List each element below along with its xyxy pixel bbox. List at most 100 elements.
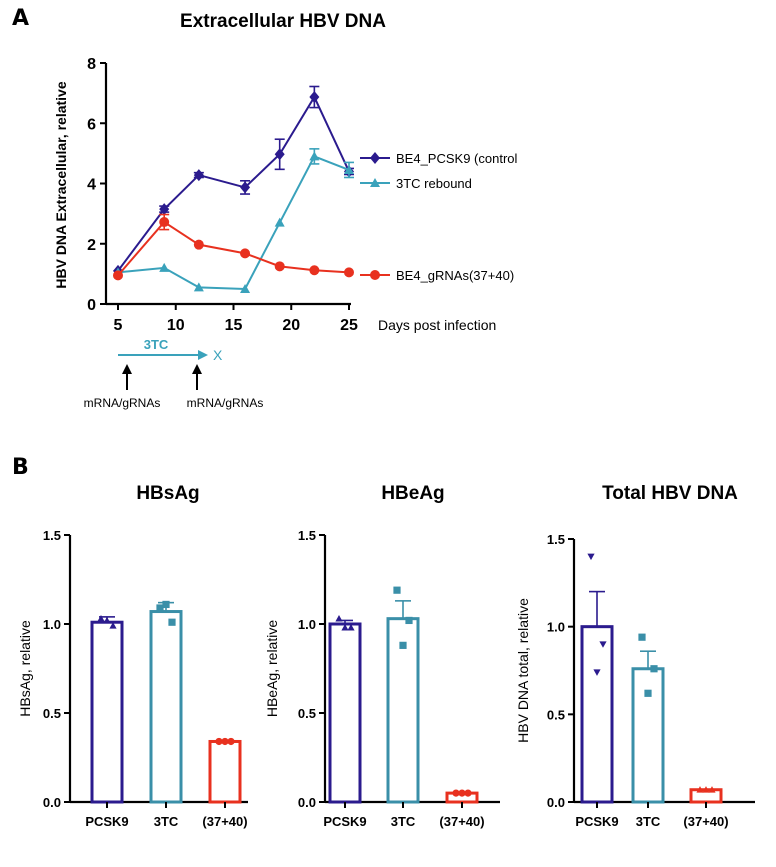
y-axis-label: HBsAg, relative bbox=[17, 620, 33, 717]
replicate-point bbox=[103, 616, 111, 624]
x-tick-label: 15 bbox=[225, 317, 243, 334]
data-point bbox=[193, 282, 204, 292]
dose-arrow-1-label: mRNA/gRNAs bbox=[84, 396, 161, 410]
replicate-point bbox=[405, 616, 413, 625]
data-point bbox=[193, 169, 204, 182]
y-tick-label: 1.0 bbox=[298, 617, 316, 632]
replicate-point bbox=[97, 615, 105, 622]
panel-a-letter: A bbox=[12, 6, 30, 31]
data-point bbox=[113, 270, 123, 281]
chart-title: HBeAg bbox=[381, 483, 444, 504]
x-tick-label: 5 bbox=[114, 317, 123, 334]
replicate-point bbox=[109, 622, 117, 629]
x-tick-label: 10 bbox=[167, 317, 185, 334]
y-tick-label: 0.5 bbox=[547, 707, 565, 722]
replicate-point bbox=[399, 641, 407, 649]
data-point bbox=[240, 283, 251, 293]
legend-marker bbox=[370, 152, 380, 164]
y-tick-label: 4 bbox=[87, 177, 96, 194]
data-point bbox=[344, 267, 354, 278]
replicate-point bbox=[215, 737, 223, 746]
y-tick-label: 2 bbox=[87, 237, 96, 254]
y-tick-label: 1.0 bbox=[547, 620, 565, 635]
series-line bbox=[117, 94, 350, 272]
series-1 bbox=[113, 148, 354, 293]
x-tick-label: (37+40) bbox=[683, 814, 728, 829]
legend-item: BE4_gRNAs(37+40) bbox=[360, 268, 514, 283]
replicate-point bbox=[335, 615, 343, 622]
chart-a-marks bbox=[113, 85, 354, 293]
replicate-point bbox=[341, 623, 349, 631]
data-point bbox=[240, 181, 251, 194]
y-axis-label: HBeAg, relative bbox=[264, 620, 280, 717]
bar-PCSK9 bbox=[328, 622, 362, 804]
chart-a-xlabel: Days post infection bbox=[378, 317, 496, 333]
y-tick-label: 0.0 bbox=[298, 795, 316, 810]
replicate-point bbox=[599, 641, 607, 648]
replicate-point bbox=[221, 737, 229, 746]
data-point bbox=[274, 217, 285, 227]
x-tick-label: 3TC bbox=[391, 814, 416, 829]
dose-arrow-2-head bbox=[192, 364, 202, 374]
bar-chart-hbeag: HBeAg HBeAg, relative 0.0 0.5 1.0 1.5 PCSK9 3TC… bbox=[264, 483, 500, 829]
x-tick-label: (37+40) bbox=[439, 814, 484, 829]
replicate-point bbox=[696, 786, 704, 793]
bar-3TC bbox=[631, 667, 665, 804]
data-point bbox=[159, 262, 170, 272]
dose-arrow-1-head bbox=[122, 364, 132, 374]
legend-item: 3TC rebound bbox=[360, 176, 472, 191]
bar-(37+40) bbox=[208, 739, 242, 804]
y-tick-label: 1.5 bbox=[547, 532, 565, 547]
data-point bbox=[193, 239, 204, 250]
x-tick-label: PCSK9 bbox=[85, 814, 128, 829]
legend-marker bbox=[370, 178, 380, 187]
data-point bbox=[274, 261, 285, 272]
replicate-point bbox=[458, 789, 466, 797]
y-tick-label: 6 bbox=[87, 116, 96, 133]
bar-3TC bbox=[149, 610, 183, 804]
data-point bbox=[159, 217, 170, 228]
legend-label: BE4_PCSK9 (control bbox=[396, 151, 518, 166]
bar-chart-total-hbv-dna: Total HBV DNA HBV DNA total, relative 0.0 0… bbox=[515, 483, 755, 829]
data-point bbox=[309, 151, 320, 161]
bar-chart-hbsag: HBsAg HBsAg, relative 0.0 0.5 1.0 1.5 PCSK9 3TC… bbox=[17, 483, 248, 829]
replicate-point bbox=[650, 665, 658, 673]
data-point bbox=[309, 91, 320, 104]
chart-a-ylabel: HBV DNA Extracellular, relative bbox=[53, 81, 69, 288]
x-tick-label: 20 bbox=[282, 317, 300, 334]
replicate-point bbox=[464, 789, 472, 797]
y-tick-label: 1.5 bbox=[298, 528, 316, 543]
legend-label: 3TC rebound bbox=[396, 176, 472, 191]
legend-item: BE4_PCSK9 (control bbox=[360, 151, 518, 166]
replicate-point bbox=[638, 633, 646, 641]
chart-a-title: Extracellular HBV DNA bbox=[180, 11, 386, 32]
replicate-point bbox=[156, 604, 164, 612]
chart-title: Total HBV DNA bbox=[602, 483, 738, 504]
replicate-point bbox=[227, 737, 235, 746]
y-tick-label: 1.0 bbox=[43, 617, 61, 632]
y-tick-label: 0.0 bbox=[43, 795, 61, 810]
y-tick-label: 8 bbox=[87, 56, 96, 73]
replicate-point bbox=[168, 618, 176, 626]
replicate-point bbox=[587, 553, 595, 561]
3tc-stop-x: X bbox=[213, 347, 223, 363]
x-tick-label: PCSK9 bbox=[323, 814, 366, 829]
data-point bbox=[274, 148, 285, 161]
chart-a-legend: BE4_PCSK9 (control 3TC rebound BE4_gRNAs(3… bbox=[360, 151, 518, 283]
chart-title: HBsAg bbox=[136, 483, 199, 504]
replicate-point bbox=[452, 789, 460, 797]
y-tick-label: 0.0 bbox=[547, 795, 565, 810]
treatment-timeline: 3TC X mRNA/gRNAs mRNA/gRNAs bbox=[84, 337, 264, 410]
data-point bbox=[344, 164, 354, 174]
replicate-point bbox=[702, 786, 710, 793]
y-tick-label: 0.5 bbox=[298, 706, 316, 721]
dose-arrow-2-label: mRNA/gRNAs bbox=[187, 396, 264, 410]
3tc-arrow-head bbox=[198, 350, 208, 360]
y-axis-label: HBV DNA total, relative bbox=[515, 598, 531, 743]
x-tick-label: PCSK9 bbox=[575, 814, 618, 829]
series-0 bbox=[113, 85, 354, 277]
y-tick-label: 0 bbox=[87, 297, 96, 314]
series-2 bbox=[113, 213, 354, 281]
replicate-point bbox=[593, 669, 601, 676]
legend-label: BE4_gRNAs(37+40) bbox=[396, 268, 514, 283]
